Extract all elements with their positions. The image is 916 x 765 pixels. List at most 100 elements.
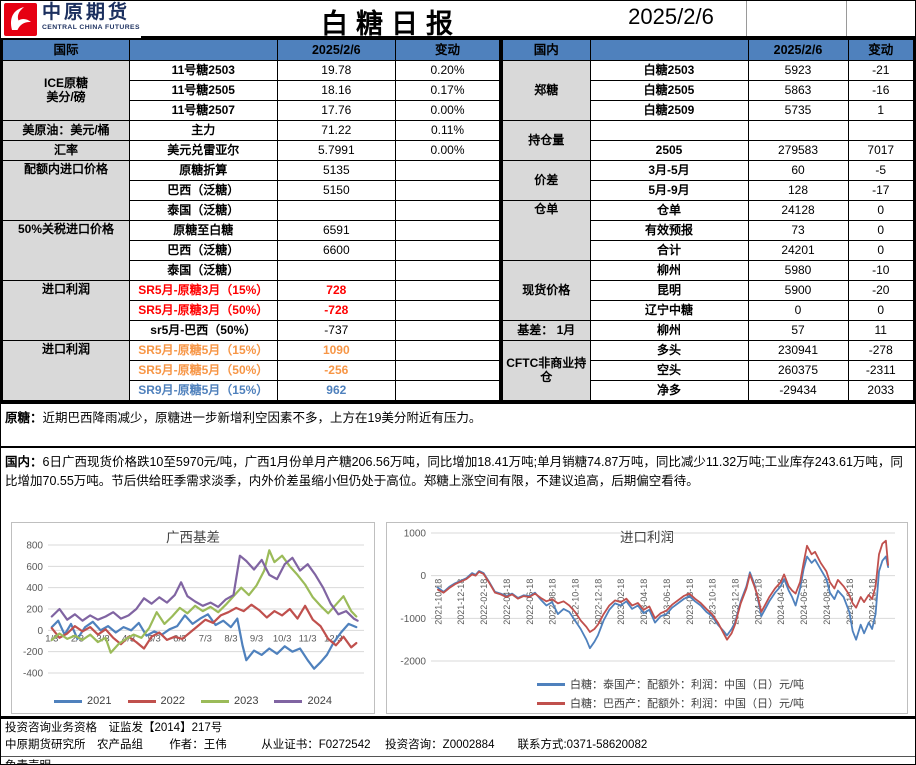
table-cell-val: 728 <box>276 280 397 301</box>
logo-mark-icon <box>4 3 37 36</box>
table-cell-chg: 0.00% <box>395 100 501 121</box>
table-cell-val: 18.16 <box>276 80 397 101</box>
table-cell-val: 5923 <box>747 60 849 81</box>
legend-item: 2021 <box>54 695 112 707</box>
table-row: 白糖2505 5863 -16 <box>502 80 915 101</box>
table-row: ICE原糖 美分/磅 11号糖2503 19.78 0.20% <box>1 60 501 121</box>
table-header-cell <box>589 38 749 61</box>
svg-text:2024-10-18: 2024-10-18 <box>845 579 855 625</box>
note-raw-sugar-text: 近期巴西降雨减少，原糖进一步新增利空因素不多，上方在19美分附近有压力。 <box>42 411 482 425</box>
table-cell-name: 柳州 <box>589 260 749 281</box>
table-cell-val: 230941 <box>747 340 849 361</box>
table-row: 2505 279583 7017 <box>502 140 915 161</box>
table-cell-name: 原糖折算 <box>129 160 278 181</box>
svg-text:2024-12-18: 2024-12-18 <box>868 579 878 625</box>
svg-text:10/3: 10/3 <box>273 633 292 644</box>
table-cell-chg: 0 <box>847 220 915 241</box>
svg-text:2022-10-18: 2022-10-18 <box>571 579 581 625</box>
table-cell-val: 6600 <box>276 240 397 261</box>
footer-qualification: 投资咨询业务资格 证监发【2014】217号 <box>5 722 223 734</box>
table-cell-name: 昆明 <box>589 280 749 301</box>
footer-author-line: 中原期货研究所 农产品组 作者：王伟 从业证书：F0272542 投资咨询：Z0… <box>5 739 648 752</box>
table-header-cell: 2025/2/6 <box>276 38 397 61</box>
legend-line-swatch <box>201 699 229 703</box>
table-cell-name: 原糖至白糖 <box>129 220 278 241</box>
table-row: 辽宁中糖 0 0 <box>502 300 915 321</box>
table-cell-val: -256 <box>276 360 397 381</box>
svg-text:600: 600 <box>26 562 43 573</box>
table-cell-chg: -2311 <box>847 360 915 381</box>
table-cell-name: SR5月-原糖5月（50%） <box>129 360 278 381</box>
table-cell-name: sr5月-巴西（50%） <box>129 320 278 341</box>
table-cell-chg <box>395 220 501 241</box>
table-cell-chg <box>395 180 501 201</box>
note-raw-sugar: 原糖：近期巴西降雨减少，原糖进一步新增利空因素不多，上方在19美分附近有压力。 <box>1 402 915 446</box>
svg-text:2024-04-18: 2024-04-18 <box>776 579 786 625</box>
svg-text:5/3: 5/3 <box>148 633 161 644</box>
svg-text:2021-10-18: 2021-10-18 <box>433 579 443 625</box>
legend-item: 2023 <box>201 695 258 707</box>
table-row: 有效预报 73 0 <box>502 220 915 241</box>
table-row: SR9月-原糖5月（15%） 962 <box>2 380 501 402</box>
table-row: 郑糖 白糖2503 5923 -21 <box>501 60 915 121</box>
table-cell-chg: 0.11% <box>395 120 501 141</box>
page-title: 白糖日报 <box>321 9 461 39</box>
svg-text:0: 0 <box>420 571 426 582</box>
table-cell-val: 1090 <box>276 340 397 361</box>
legend-item: 2022 <box>127 695 185 707</box>
table-header-cell: 变动 <box>395 38 501 61</box>
svg-text:-1000: -1000 <box>400 614 426 625</box>
table-cell-val: 19.78 <box>276 60 397 81</box>
svg-text:2023-04-18: 2023-04-18 <box>639 579 649 625</box>
table-header-row: 国际 2025/2/6 变动 <box>1 38 501 61</box>
legend-line-swatch <box>54 699 83 703</box>
table-cell-val: 73 <box>747 220 849 241</box>
svg-text:0: 0 <box>37 626 43 637</box>
row-group-label: 基差： 1月 <box>501 320 591 341</box>
data-tables: 国际 2025/2/6 变动 ICE原糖 美分/磅 11号糖2503 19.78 0.20%… <box>1 38 915 402</box>
table-row: 50%关税进口价格 原糖至白糖 6591 <box>1 220 501 281</box>
table-header-cell: 2025/2/6 <box>747 38 849 61</box>
table-row: 汇率 美元兑雷亚尔 5.7991 0.00% <box>1 140 501 161</box>
table-header-cell: 国内 <box>501 38 591 61</box>
table-cell-chg <box>847 120 915 141</box>
table-cell-val: 5900 <box>747 280 849 301</box>
note-domestic: 国内：6日广西现货价格跌10至5970元/吨，广西1月份单月产糖206.56万吨… <box>1 446 915 520</box>
chart-import-profit: 进口利润 1000 0 -1000 -2000 2021-10-18 2021-12-18… <box>386 522 908 714</box>
table-row: 仓单 仓单 24128 0 <box>501 200 915 261</box>
legend-line-swatch <box>537 701 565 705</box>
table-cell-chg <box>395 160 501 181</box>
title-underline <box>141 36 915 38</box>
table-cell-name: SR9月-原糖5月（15%） <box>129 380 278 402</box>
legend-line-swatch <box>537 682 565 686</box>
table-row: sr5月-巴西（50%） -737 <box>2 320 501 341</box>
table-cell-chg: 2033 <box>847 380 915 402</box>
table-header-cell: 变动 <box>847 38 915 61</box>
svg-text:2024-06-18: 2024-06-18 <box>799 579 809 625</box>
svg-text:12/3: 12/3 <box>324 633 343 644</box>
company-name-cn: 中原期货 <box>42 2 131 23</box>
table-cell-name: SR5月-原糖3月（50%） <box>129 300 278 321</box>
table-cell-chg <box>395 340 501 361</box>
table-cell-name: 泰国（泛糖） <box>129 200 278 221</box>
table-header-cell: 国际 <box>1 38 130 61</box>
table-cell-val: 24128 <box>747 200 849 221</box>
table-row: 白糖2509 5735 1 <box>502 100 915 121</box>
table-cell-name: 仓单 <box>589 200 749 221</box>
table-cell-val: -737 <box>276 320 397 341</box>
svg-text:2022-02-18: 2022-02-18 <box>479 579 489 625</box>
charts-section: 广西基差 800 600 400 200 0 -200 -400 1/3 2/3 3/3 4/3 5/… <box>1 520 915 716</box>
table-header-cell <box>129 38 278 61</box>
international-table: 国际 2025/2/6 变动 ICE原糖 美分/磅 11号糖2503 19.78 0.20%… <box>1 38 501 402</box>
table-cell-chg <box>395 200 501 221</box>
company-name-en: CENTRAL CHINA FUTURES <box>42 24 140 31</box>
svg-text:2022-06-18: 2022-06-18 <box>525 579 535 625</box>
table-cell-val: 6591 <box>276 220 397 241</box>
svg-text:2024-08-18: 2024-08-18 <box>822 579 832 625</box>
table-cell-name: 2505 <box>589 140 749 161</box>
svg-text:11/3: 11/3 <box>299 633 317 644</box>
svg-text:2023-08-18: 2023-08-18 <box>685 579 695 625</box>
table-cell-name <box>589 120 749 141</box>
table-row: 持仓量 <box>501 120 915 161</box>
